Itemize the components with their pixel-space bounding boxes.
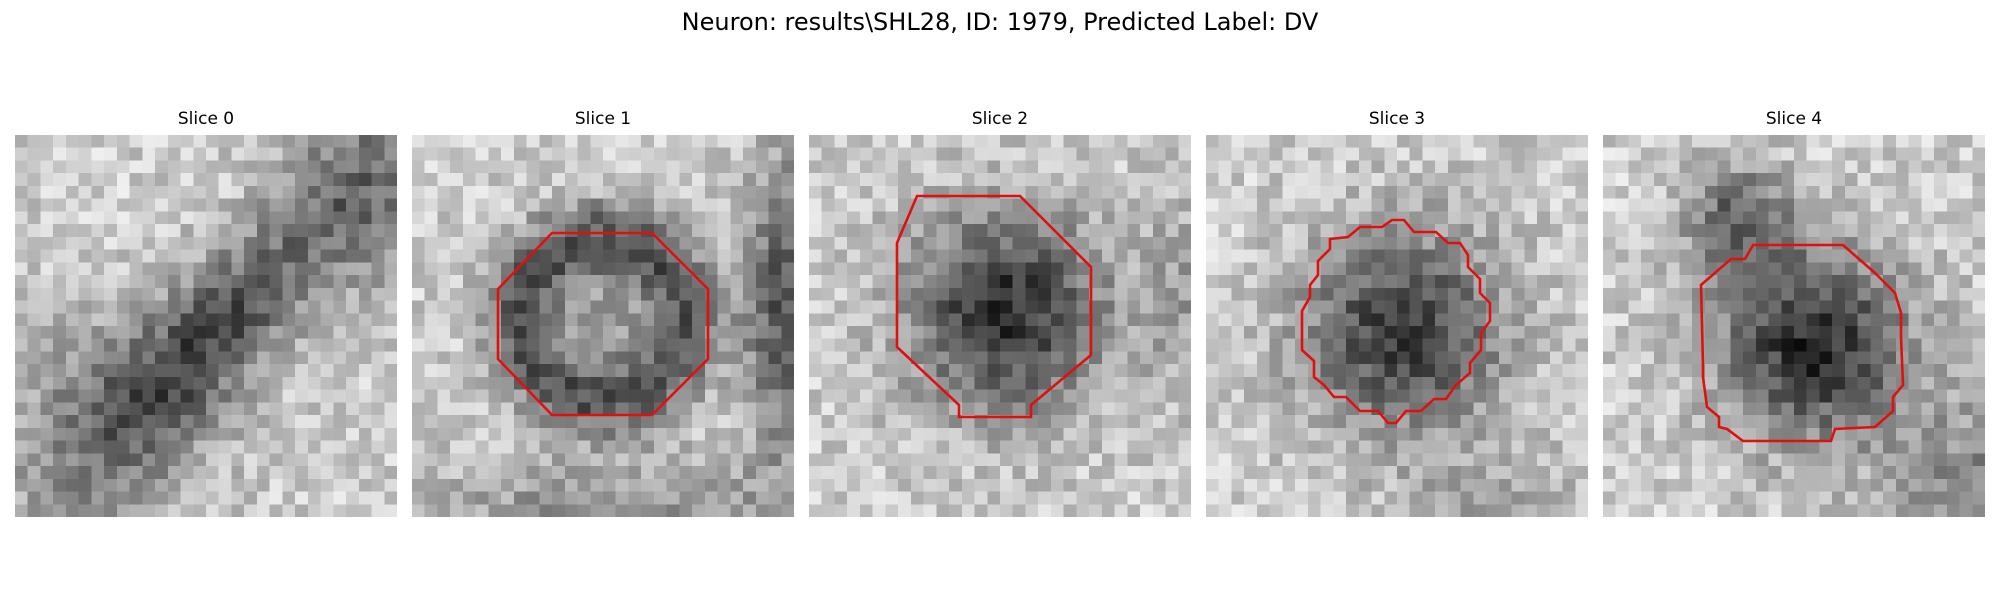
- slice-1-title: Slice 1: [574, 109, 632, 129]
- slice-1-contour-outline: [496, 231, 710, 417]
- slice-2-image: [809, 135, 1191, 517]
- slice-2-contour: [895, 194, 1093, 419]
- slice-3-image: [1206, 135, 1588, 517]
- slice-1-contour: [496, 231, 710, 417]
- slice-3-contour: [1300, 218, 1492, 425]
- slice-4-contour: [1699, 243, 1905, 443]
- slice-4-contour-outline: [1699, 243, 1905, 443]
- slice-3-title: Slice 3: [1368, 109, 1426, 129]
- slice-1-image: [412, 135, 794, 517]
- slice-0-title: Slice 0: [177, 109, 235, 129]
- slice-3-contour-outline: [1300, 218, 1492, 425]
- figure-title: Neuron: results\SHL28, ID: 1979, Predict…: [681, 8, 1319, 36]
- slice-2-title: Slice 2: [971, 109, 1029, 129]
- slice-2-contour-outline: [895, 194, 1093, 419]
- slice-0-image: [15, 135, 397, 517]
- slice-4-image: [1603, 135, 1985, 517]
- slice-4-title: Slice 4: [1765, 109, 1823, 129]
